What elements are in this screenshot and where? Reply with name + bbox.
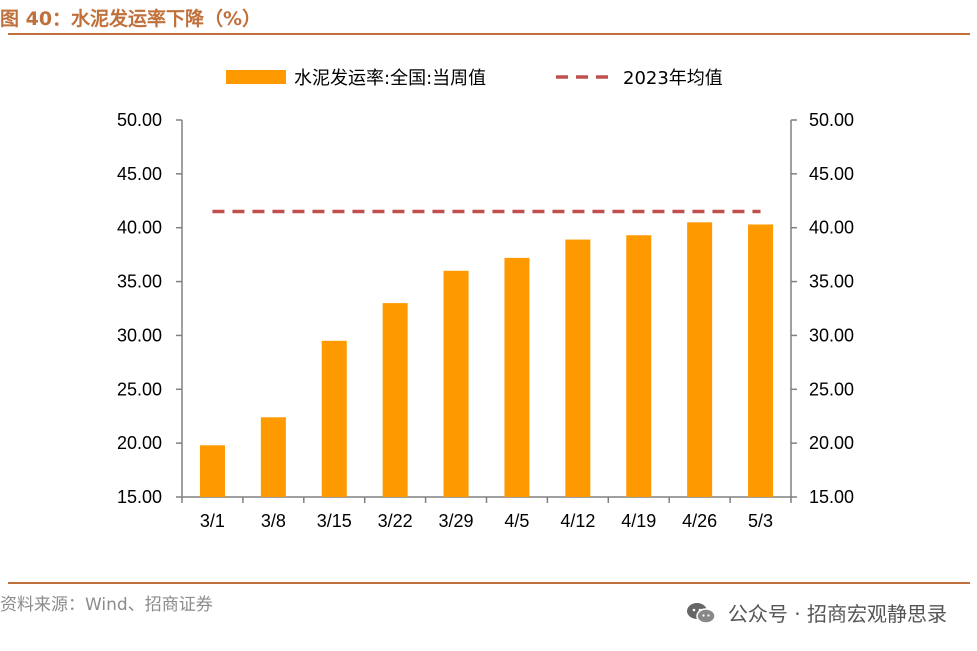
title-rule xyxy=(8,33,970,35)
bar xyxy=(748,224,774,498)
x-tick-label: 3/29 xyxy=(439,511,474,531)
bar xyxy=(260,417,286,497)
y-tick-label-left: 20.00 xyxy=(117,433,162,453)
figure-title: 图 40：水泥发运率下降（%） xyxy=(0,8,262,30)
bar xyxy=(687,222,713,498)
y-tick-label-right: 30.00 xyxy=(809,325,854,345)
source-note: 资料来源：Wind、招商证券 xyxy=(0,595,213,615)
bar xyxy=(443,270,469,497)
y-tick-label-right: 40.00 xyxy=(809,218,854,238)
legend: 水泥发运率:全国:当周值 2023年均值 xyxy=(226,68,723,89)
bar xyxy=(626,235,652,498)
legend-bar-label: 水泥发运率:全国:当周值 xyxy=(294,68,486,89)
y-tick-label-right: 35.00 xyxy=(809,272,854,292)
x-tick-label: 3/8 xyxy=(261,511,286,531)
y-tick-label-right: 15.00 xyxy=(809,487,854,507)
watermark: 公众号 · 招商宏观静思录 xyxy=(686,598,947,627)
bar xyxy=(382,303,408,497)
x-tick-label: 3/22 xyxy=(378,511,413,531)
bar xyxy=(504,257,530,497)
chart: 水泥发运率:全国:当周值 2023年均值 15.00 15.00 20.00 20.0… xyxy=(117,68,854,531)
y-tick-label-right: 25.00 xyxy=(809,379,854,399)
y-tick-label-right: 20.00 xyxy=(809,433,854,453)
y-tick-label-left: 45.00 xyxy=(117,164,162,184)
y-tick-label-left: 40.00 xyxy=(117,218,162,238)
y-tick-label-left: 50.00 xyxy=(117,110,162,130)
y-tick-label-left: 15.00 xyxy=(117,487,162,507)
x-tick-label: 3/15 xyxy=(317,511,352,531)
bars xyxy=(199,222,774,498)
wechat-icon xyxy=(686,602,716,624)
tick-labels: 15.00 15.00 20.00 20.00 25.00 25.00 30.00 30.00… xyxy=(117,110,854,531)
x-tick-label: 4/26 xyxy=(682,511,717,531)
y-tick-label-left: 30.00 xyxy=(117,325,162,345)
bar xyxy=(199,445,225,497)
bar xyxy=(321,340,347,497)
x-tick-label: 3/1 xyxy=(200,511,225,531)
y-tick-label-left: 25.00 xyxy=(117,379,162,399)
y-tick-label-left: 35.00 xyxy=(117,272,162,292)
x-tick-label: 4/19 xyxy=(621,511,656,531)
watermark-text: 公众号 · 招商宏观静思录 xyxy=(727,602,947,626)
y-tick-label-right: 45.00 xyxy=(809,164,854,184)
y-tick-label-right: 50.00 xyxy=(809,110,854,130)
bar xyxy=(565,239,591,497)
x-tick-label: 5/3 xyxy=(748,511,773,531)
x-tick-label: 4/12 xyxy=(560,511,595,531)
source-rule xyxy=(8,582,970,584)
legend-line-label: 2023年均值 xyxy=(623,68,723,89)
x-tick-label: 4/5 xyxy=(504,511,529,531)
legend-bar-swatch xyxy=(226,70,286,84)
